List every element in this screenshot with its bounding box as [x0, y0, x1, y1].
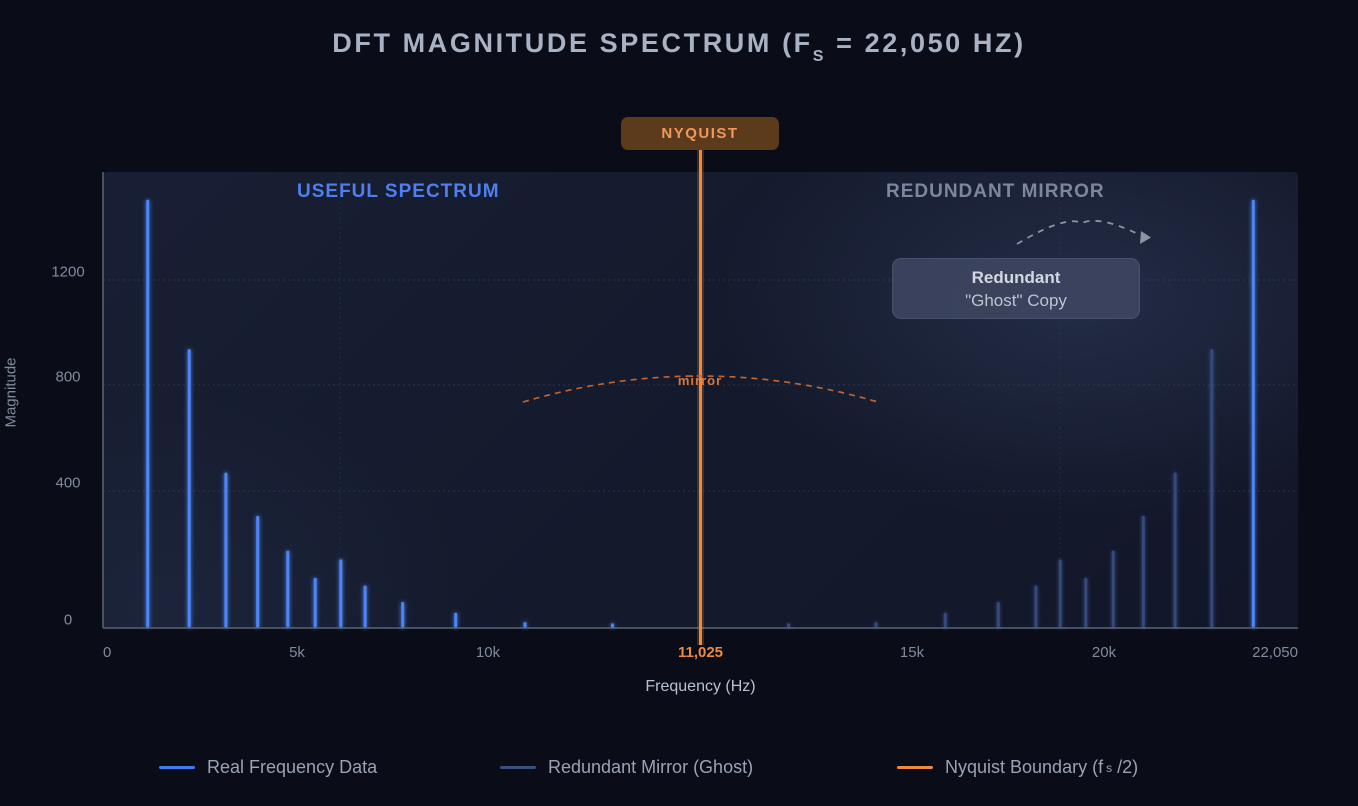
svg-text:mirror: mirror: [678, 373, 722, 388]
